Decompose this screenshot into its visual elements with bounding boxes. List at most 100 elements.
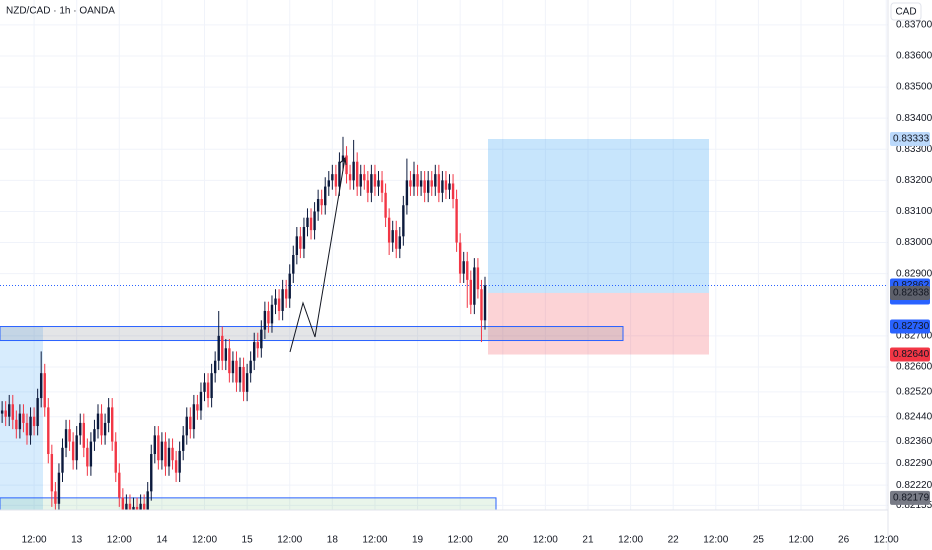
supply-zone [0,326,624,342]
x-tick-label: 12:00 [618,535,643,546]
drawing-arrow [339,156,347,166]
candle-body [380,180,384,193]
price-label: 0.82640 [893,349,930,360]
candle-body [444,180,448,190]
candle-body [238,366,242,383]
candle-body [185,416,188,436]
x-tick-label: 19 [412,535,424,546]
candle-body [206,382,210,399]
x-tick-label: 15 [242,535,254,546]
candle-body [253,342,256,361]
candle-body [359,174,362,187]
y-tick-label: 0.83700 [896,20,932,31]
candle-body [71,441,75,461]
candle-body [267,310,270,324]
candle-body [366,180,370,193]
price-label: 0.82838 [893,288,930,299]
candle-body [451,183,455,200]
candle-body [61,447,64,473]
candle-body [292,255,295,274]
candle-body [107,407,110,423]
candle-body [125,503,128,510]
candle-body [270,304,274,324]
candle-body [150,454,153,492]
candle-body [29,416,32,436]
candle-body [15,419,18,430]
candle-body [302,227,306,249]
candle-body [441,180,444,193]
drawing-line [289,157,346,353]
candle-body [398,236,401,249]
candle-body [39,373,43,399]
candle-body [93,429,96,442]
candle-body [331,174,334,181]
currency-box [890,2,922,21]
candle-body [384,192,387,218]
candles [0,136,487,510]
axes: 0.83700 0.83600 0.83500 0.83400 0.83300 0.832… [22,20,932,546]
candle-body [36,398,39,427]
candle-body [32,416,36,427]
candle-body [192,404,196,430]
candle-body [462,261,465,274]
y-tick-label: 0.83300 [896,144,932,155]
candle-body [57,472,61,504]
x-tick-label: 12:00 [277,535,302,546]
candle-body [182,435,185,451]
x-tick-label: 12:00 [192,535,217,546]
candle-body [260,329,263,349]
candle-body [139,503,142,510]
candle-body [224,348,228,361]
candle-body [341,155,345,162]
candle-body [210,373,213,399]
candle-body [309,217,313,231]
candle-body [75,435,78,461]
candle-body [43,373,46,408]
x-tick-label: 25 [753,535,765,546]
candle-body [11,404,14,420]
price-label-box [890,285,930,300]
candle-body [153,435,157,455]
x-tick-label: 12:00 [703,535,728,546]
candle-body [348,174,352,181]
price-label: 0.82179 [893,493,930,504]
candle-body [146,491,149,510]
candle-body [96,413,100,430]
x-tick-label: 12:00 [788,535,813,546]
candle-body [68,429,71,442]
candle-body [458,242,462,274]
candle-body [402,205,405,237]
candle-body [277,298,281,311]
candle-body [430,180,433,187]
x-tick-label: 12:00 [533,535,558,546]
candle-body [86,447,89,467]
candle-body [299,236,302,249]
candle-body [18,413,22,430]
y-tick-label: 0.83400 [896,113,932,124]
candle-body [387,217,391,243]
candle-body [100,413,103,436]
y-tick-label: 0.82700 [896,330,932,341]
candle-body [363,174,366,181]
candle-body [352,161,355,181]
candle-body [448,183,451,190]
grid [0,0,888,510]
candle-body [50,454,54,492]
stop-zone [488,292,709,355]
time-scale [0,510,888,550]
candle-body [473,267,476,305]
x-tick-label: 12:00 [22,535,47,546]
candle-body [295,236,299,255]
price-scale [888,0,932,550]
candle-body [228,348,231,374]
candle-body [327,180,330,187]
candle-body [245,373,249,392]
candle-body [103,422,107,436]
candle-body [455,199,458,243]
candle-body [483,285,487,321]
candle-body [480,289,483,321]
candle-body [423,180,426,193]
candle-body [135,506,139,510]
y-tick-label: 0.83000 [896,237,932,248]
candle-body [355,161,359,187]
